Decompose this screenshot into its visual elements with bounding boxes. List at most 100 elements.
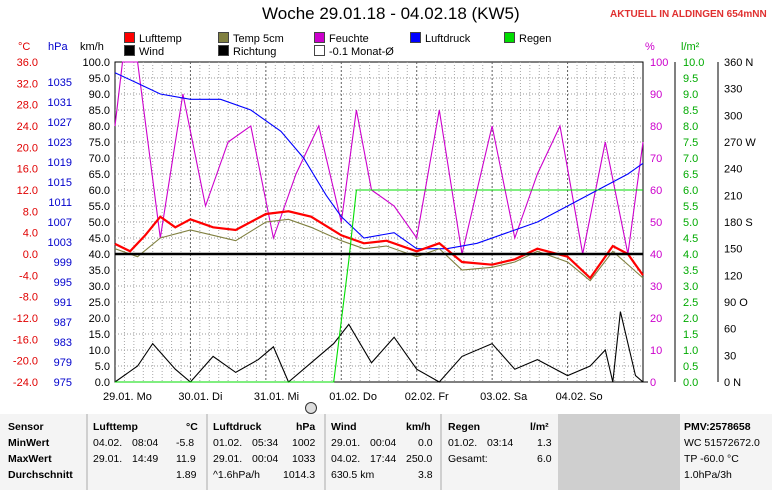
tick-label-wind: 65.0 xyxy=(89,169,110,181)
tick-label-press: 1027 xyxy=(48,117,72,129)
tick-label-wind: 30.0 xyxy=(89,281,110,293)
wi-min-time: 00:04 xyxy=(370,437,397,449)
tick-label-dir: 120 xyxy=(724,270,742,282)
rg-max-time: 03:14 xyxy=(487,437,514,449)
tick-label-dir: 300 xyxy=(724,110,742,122)
row-label-max: MaxWert xyxy=(8,453,52,465)
series-feuchte xyxy=(114,61,644,255)
x-tick-label: 03.02. Sa xyxy=(480,391,528,403)
tick-label-hum: 40 xyxy=(650,249,662,261)
rg-total-val: 6.0 xyxy=(537,453,552,465)
tick-label-rain: 5.0 xyxy=(683,217,698,229)
ld-trend: ^1.6hPa/h xyxy=(213,469,260,481)
lt-min-time: 08:04 xyxy=(132,437,159,449)
legend-wind: Wind xyxy=(124,45,164,58)
tick-label-rain: 6.5 xyxy=(683,169,698,181)
row-label-avg: Durchschnitt xyxy=(8,469,73,481)
chart-title: Woche 29.01.18 - 04.02.18 (KW5) xyxy=(262,4,520,23)
tick-label-press: 1023 xyxy=(48,137,72,149)
tick-label-wind: 15.0 xyxy=(89,329,110,341)
tick-label-rain: 8.5 xyxy=(683,105,698,117)
wi-max-val: 250.0 xyxy=(406,453,433,465)
tick-label-hum: 10 xyxy=(650,345,662,357)
summary-lufttemp xyxy=(88,414,206,490)
tick-label-press: 1003 xyxy=(48,237,72,249)
tick-label-rain: 7.5 xyxy=(683,137,698,149)
rg-max-val: 1.3 xyxy=(537,437,552,449)
x-tick-label: 31.01. Mi xyxy=(254,391,299,403)
lt-max-time: 14:49 xyxy=(132,453,159,465)
tick-label-dir: 330 xyxy=(724,84,742,96)
legend-lufttemp: Lufttemp xyxy=(124,32,182,45)
tick-label-temp: 32.0 xyxy=(17,78,38,90)
tick-label-rain: 9.0 xyxy=(683,89,698,101)
tick-label-rain: 9.5 xyxy=(683,73,698,85)
tick-label-rain: 2.0 xyxy=(683,313,698,325)
lt-max-val: 11.9 xyxy=(176,453,196,465)
tick-label-hum: 30 xyxy=(650,281,662,293)
wi-max-time: 17:44 xyxy=(370,453,397,465)
tick-label-press: 983 xyxy=(54,337,72,349)
series-temp-5cm xyxy=(114,218,644,282)
tick-label-wind: 10.0 xyxy=(89,345,110,357)
tick-label-dir: 150 xyxy=(724,244,742,256)
row-label-min: MinWert xyxy=(8,437,50,449)
tick-label-hum: 80 xyxy=(650,121,662,133)
wi-distance: 630.5 km xyxy=(331,469,375,481)
tick-label-wind: 55.0 xyxy=(89,201,110,213)
legend-monat-avg: -0.1 Monat-Ø xyxy=(314,45,394,58)
tick-label-temp: 20.0 xyxy=(17,142,38,154)
unit-press: hPa xyxy=(48,41,68,53)
tick-label-wind: 0.0 xyxy=(95,377,110,389)
tick-label-dir: 360 N xyxy=(724,57,753,69)
lt-min-date: 04.02. xyxy=(93,437,123,449)
ld-avg-val: 1014.3 xyxy=(283,469,316,481)
tick-label-hum: 90 xyxy=(650,89,662,101)
tick-label-dir: 30 xyxy=(724,350,736,362)
pmv-pressure-trend: 1.0hPa/3h xyxy=(684,469,732,481)
ld-min-time: 05:34 xyxy=(252,437,279,449)
tick-label-dir: 180 S xyxy=(724,217,753,229)
tick-label-temp: 24.0 xyxy=(17,121,38,133)
tick-label-temp: -20.0 xyxy=(13,356,38,368)
lt-min-val: -5.8 xyxy=(176,437,195,449)
x-tick-label: 01.02. Do xyxy=(329,391,377,403)
series-wind xyxy=(114,311,644,383)
clock-icon[interactable] xyxy=(305,402,317,414)
tick-label-hum: 20 xyxy=(650,313,662,325)
summary-regen xyxy=(442,414,558,490)
tick-label-wind: 25.0 xyxy=(89,297,110,309)
summary-luftdruck xyxy=(208,414,324,490)
tick-label-wind: 80.0 xyxy=(89,121,110,133)
tick-label-temp: 16.0 xyxy=(17,164,38,176)
lt-max-date: 29.01. xyxy=(93,453,123,465)
tick-label-rain: 10.0 xyxy=(683,57,704,69)
tick-label-dir: 60 xyxy=(724,324,736,336)
rg-total-label: Gesamt: xyxy=(448,453,488,465)
hdr-regen-unit: l/m² xyxy=(530,421,549,433)
tick-label-wind: 50.0 xyxy=(89,217,110,229)
tick-label-wind: 85.0 xyxy=(89,105,110,117)
tick-label-dir: 270 W xyxy=(724,137,756,149)
tick-label-wind: 20.0 xyxy=(89,313,110,325)
unit-wind: km/h xyxy=(80,41,104,53)
tick-label-rain: 0.0 xyxy=(683,377,698,389)
legend-richtung: Richtung xyxy=(218,45,276,58)
tick-label-press: 979 xyxy=(54,357,72,369)
tick-label-wind: 95.0 xyxy=(89,73,110,85)
tick-label-wind: 60.0 xyxy=(89,185,110,197)
rg-max-date: 01.02. xyxy=(448,437,478,449)
unit-rain: l/m² xyxy=(681,41,700,53)
tick-label-hum: 0 xyxy=(650,377,656,389)
pmv-dewpoint: TP -60.0 °C xyxy=(684,453,739,465)
ld-max-date: 29.01. xyxy=(213,453,243,465)
summary-pmv xyxy=(680,414,772,490)
summary-wind xyxy=(326,414,440,490)
tick-label-rain: 1.5 xyxy=(683,329,698,341)
x-tick-label: 29.01. Mo xyxy=(103,391,152,403)
tick-label-press: 1031 xyxy=(48,97,72,109)
x-tick-label: 04.02. So xyxy=(556,391,603,403)
tick-label-press: 1015 xyxy=(48,177,72,189)
summary-panel: Sensor MinWert MaxWert Durchschnitt Luft… xyxy=(0,414,772,490)
tick-label-press: 999 xyxy=(54,257,72,269)
